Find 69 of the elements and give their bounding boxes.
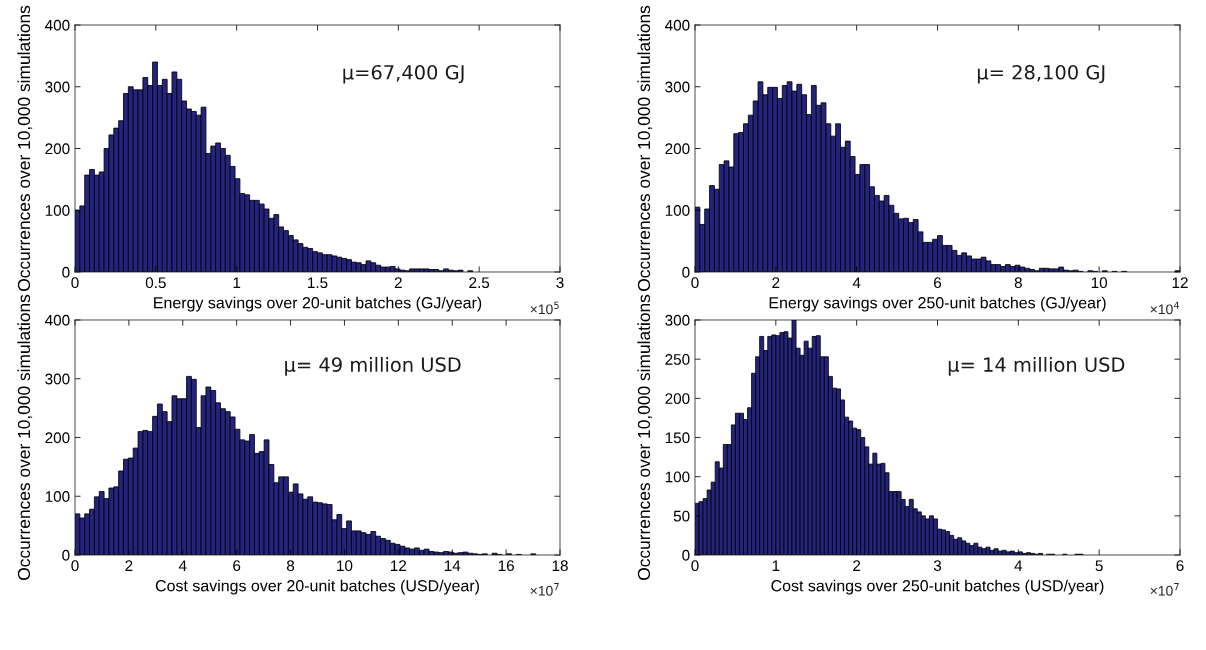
x-tick-label: 6 [1176,560,1184,572]
x-tick-label: 18 [552,560,568,572]
y-axis-title: Occurrences over 10,000 simulations [637,5,653,291]
x-tick-label: 12 [391,560,407,571]
x-tick-label: 16 [498,560,514,572]
x-tick-label: 2 [853,560,861,571]
y-tick-label: 100 [45,491,70,502]
y-tick-label: 200 [45,143,70,155]
x-tick-label: 0 [71,560,79,572]
x-tick-label: 4 [1014,560,1023,571]
x-tick-label: 2 [125,560,133,571]
x-tick-label: 1 [772,560,780,571]
y-tick-label: 200 [45,432,70,444]
annotation: μ=67,400 GJ [343,64,464,84]
y-axis-title: Occurrences over 10,000 simulations [17,294,33,580]
y-tick-label: 400 [45,19,70,31]
x-tick-label: 10 [337,560,353,572]
y-tick-label: 100 [665,471,690,483]
y-tick-label: 150 [665,432,690,444]
text: ×10$^{5}$ [530,301,559,315]
x-tick-label: 2 [394,277,402,288]
x-tick-label: 3 [933,560,942,572]
y-tick-label: 300 [665,314,690,326]
annotation: μ= 14 million USD [948,356,1125,376]
y-tick-label: 0 [62,266,70,278]
x-tick-label: 6 [934,277,942,289]
x-tick-label: 0 [71,277,79,289]
x-tick-label: 1 [233,277,241,288]
y-tick-label: 100 [665,205,690,216]
x-tick-label: 2 [772,277,780,288]
x-axis-title: Energy savings over 250-unit batches (GJ/year) [769,296,1106,312]
annotation: μ= 49 million USD [285,356,461,376]
x-tick-label: 4 [178,560,187,571]
x-tick-label: 6 [233,560,241,572]
y-tick-label: 300 [45,81,70,93]
y-tick-label: 0 [682,266,690,278]
x-tick-label: 4 [852,277,861,288]
x-tick-label: 0.5 [145,277,166,289]
y-tick-label: 250 [665,354,690,365]
x-tick-label: 3 [556,277,564,289]
x-axis-title: Energy savings over 20-unit batches (GJ/year) [154,296,482,312]
y-tick-label: 300 [665,81,690,93]
x-tick-label: 10 [1091,277,1108,289]
x-tick-label: 14 [444,560,461,571]
y-axis-title: Occurrences over 10,000 simulations [637,294,653,580]
text: ×10$^{7}$ [1150,583,1179,596]
y-tick-label: 200 [665,393,690,405]
x-axis-title: Cost savings over 250-unit batches (USD/year) [771,579,1104,595]
y-tick-label: 50 [673,510,690,522]
x-tick-label: 1.5 [308,277,328,289]
annotation: μ= 28,100 GJ [977,64,1105,84]
y-tick-label: 0 [62,549,70,561]
x-tick-label: 8 [286,560,295,572]
x-tick-label: 5 [1095,560,1103,572]
y-tick-label: 300 [45,373,70,385]
text: ×10$^{7}$ [530,583,559,596]
text: ×10$^{4}$ [1150,301,1180,315]
y-tick-label: 400 [665,19,690,31]
y-tick-label: 0 [682,549,690,561]
x-tick-label: 12 [1172,277,1188,288]
y-tick-label: 100 [45,205,70,216]
x-tick-label: 0 [691,560,699,572]
y-tick-label: 400 [45,314,70,326]
x-tick-label: 2.5 [469,277,490,289]
x-tick-label: 0 [691,277,699,289]
y-axis-title: Occurrences over 10,000 simulations [17,5,33,291]
y-tick-label: 200 [665,143,690,155]
x-axis-title: Cost savings over 20-unit batches (USD/year) [155,579,479,595]
x-tick-label: 8 [1014,277,1022,289]
